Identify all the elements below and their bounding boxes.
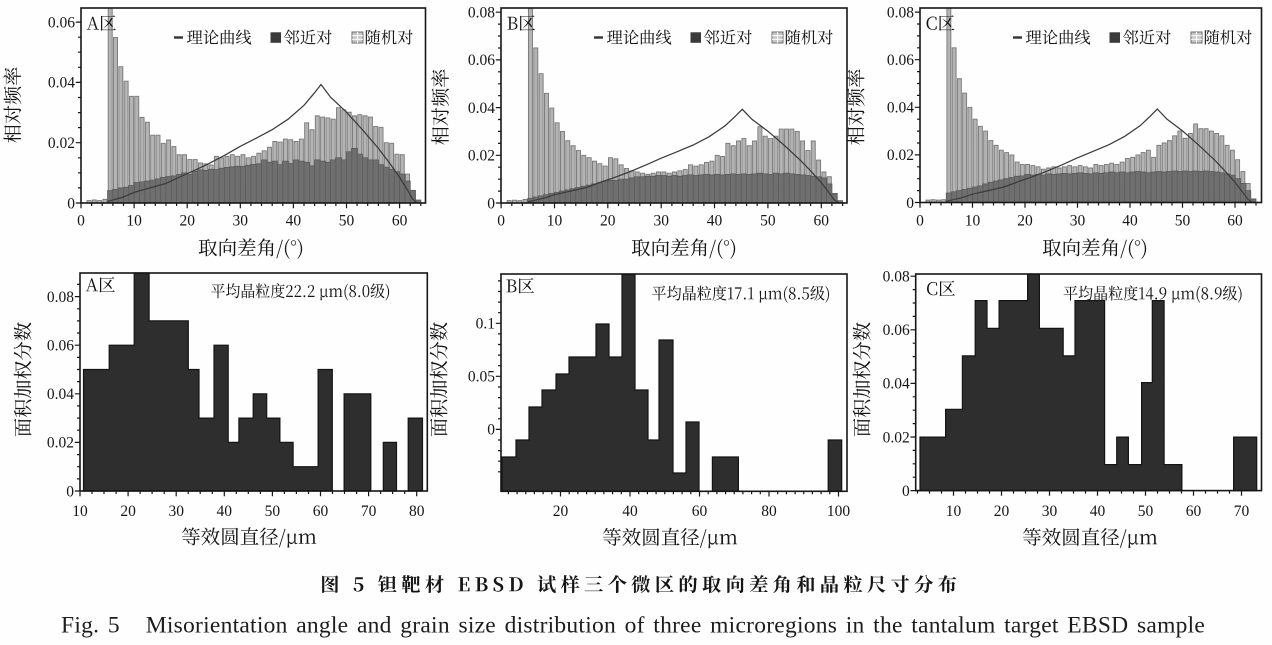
svg-text:20: 20 bbox=[553, 503, 569, 520]
svg-text:40: 40 bbox=[286, 212, 302, 229]
svg-text:20: 20 bbox=[120, 503, 136, 520]
svg-text:0.04: 0.04 bbox=[47, 386, 74, 403]
svg-text:0: 0 bbox=[497, 212, 505, 229]
svg-text:0: 0 bbox=[66, 483, 74, 500]
svg-text:80: 80 bbox=[409, 503, 425, 520]
svg-text:0.06: 0.06 bbox=[883, 322, 910, 339]
svg-text:Fig. 5 Misorientation angle: Fig. 5 Misorientation angle and grain si… bbox=[61, 613, 1205, 639]
svg-text:0.02: 0.02 bbox=[883, 429, 910, 446]
svg-text:0.08: 0.08 bbox=[883, 269, 910, 286]
svg-text:0.04: 0.04 bbox=[883, 376, 910, 393]
svg-text:10: 10 bbox=[126, 212, 142, 229]
svg-text:60: 60 bbox=[814, 212, 830, 229]
svg-text:20: 20 bbox=[994, 503, 1010, 520]
svg-text:0: 0 bbox=[916, 212, 924, 229]
svg-text:60: 60 bbox=[313, 503, 329, 520]
svg-text:0.04: 0.04 bbox=[468, 100, 495, 117]
svg-text:100: 100 bbox=[827, 503, 851, 520]
svg-text:0.02: 0.02 bbox=[48, 135, 75, 152]
svg-text:0.04: 0.04 bbox=[48, 75, 75, 92]
svg-text:40: 40 bbox=[622, 503, 638, 520]
svg-text:40: 40 bbox=[1122, 212, 1138, 229]
svg-text:0.02: 0.02 bbox=[887, 147, 914, 164]
svg-text:80: 80 bbox=[761, 503, 777, 520]
svg-text:10: 10 bbox=[965, 212, 981, 229]
svg-text:50: 50 bbox=[1138, 503, 1154, 520]
svg-text:30: 30 bbox=[233, 212, 249, 229]
svg-text:60: 60 bbox=[1227, 212, 1243, 229]
svg-text:0: 0 bbox=[77, 212, 85, 229]
svg-text:0.08: 0.08 bbox=[468, 5, 495, 22]
svg-text:0.08: 0.08 bbox=[887, 4, 914, 21]
svg-text:20: 20 bbox=[600, 212, 616, 229]
svg-text:50: 50 bbox=[265, 503, 281, 520]
svg-text:0: 0 bbox=[902, 483, 910, 500]
svg-text:30: 30 bbox=[1070, 212, 1086, 229]
svg-text:0: 0 bbox=[487, 422, 495, 439]
svg-text:0: 0 bbox=[487, 195, 495, 212]
svg-text:30: 30 bbox=[168, 503, 184, 520]
svg-text:0.06: 0.06 bbox=[468, 52, 495, 69]
svg-text:0: 0 bbox=[906, 195, 914, 212]
svg-text:50: 50 bbox=[760, 212, 776, 229]
svg-text:60: 60 bbox=[692, 503, 708, 520]
svg-text:0.1: 0.1 bbox=[476, 316, 495, 333]
svg-text:20: 20 bbox=[179, 212, 195, 229]
svg-text:50: 50 bbox=[339, 212, 355, 229]
svg-text:70: 70 bbox=[361, 503, 377, 520]
svg-text:0.05: 0.05 bbox=[468, 369, 495, 386]
svg-text:10: 10 bbox=[547, 212, 563, 229]
svg-text:50: 50 bbox=[1175, 212, 1191, 229]
svg-text:10: 10 bbox=[946, 503, 962, 520]
svg-text:10: 10 bbox=[72, 503, 88, 520]
svg-text:0.08: 0.08 bbox=[47, 289, 74, 306]
svg-text:70: 70 bbox=[1234, 503, 1250, 520]
svg-text:30: 30 bbox=[653, 212, 669, 229]
svg-text:0.06: 0.06 bbox=[887, 52, 914, 69]
svg-text:60: 60 bbox=[1186, 503, 1202, 520]
svg-text:30: 30 bbox=[1042, 503, 1058, 520]
svg-text:0.04: 0.04 bbox=[887, 100, 914, 117]
svg-text:60: 60 bbox=[392, 212, 408, 229]
svg-text:40: 40 bbox=[217, 503, 233, 520]
svg-text:0.02: 0.02 bbox=[47, 435, 74, 452]
svg-text:0.06: 0.06 bbox=[48, 14, 75, 31]
svg-text:0: 0 bbox=[67, 195, 75, 212]
svg-text:0.02: 0.02 bbox=[468, 148, 495, 165]
svg-text:40: 40 bbox=[707, 212, 723, 229]
svg-text:0.06: 0.06 bbox=[47, 338, 74, 355]
svg-text:20: 20 bbox=[1017, 212, 1033, 229]
svg-text:40: 40 bbox=[1090, 503, 1106, 520]
